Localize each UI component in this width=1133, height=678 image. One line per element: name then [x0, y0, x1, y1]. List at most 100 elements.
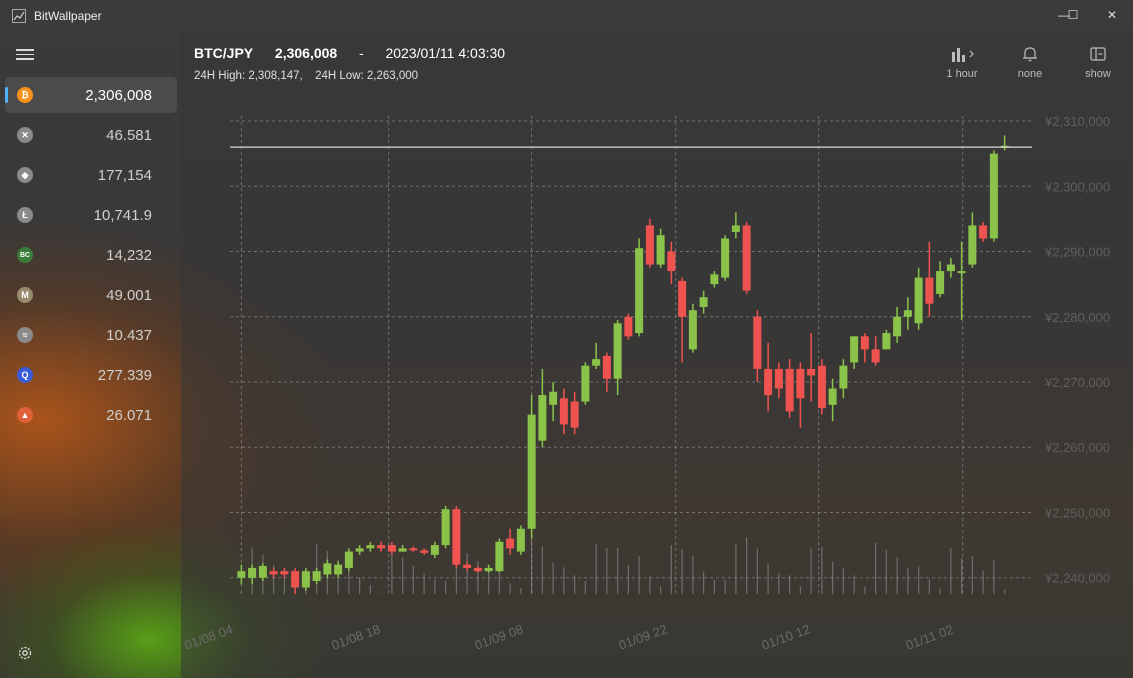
coin-price: 49.001 — [106, 287, 152, 304]
candle-body — [258, 565, 267, 578]
title-bar: BitWallpaper — ☐ ✕ — [0, 0, 1133, 32]
coin-price: 14,232 — [106, 247, 152, 264]
ticker-header: BTC/JPY 2,306,008 - 2023/01/11 4:03:30 — [194, 45, 505, 61]
app-icon — [12, 9, 26, 23]
minimize-icon: — — [1058, 8, 1070, 22]
minimize-button[interactable]: — — [1041, 0, 1087, 30]
candle-body — [764, 368, 773, 396]
y-tick-label: ¥2,300,000 — [1044, 179, 1110, 194]
depth-button[interactable]: show — [1068, 46, 1128, 80]
candle-body — [688, 310, 697, 350]
candle-body — [355, 548, 364, 552]
candle-body — [903, 310, 912, 317]
candle-body — [484, 567, 493, 572]
y-tick-label: ¥2,250,000 — [1044, 505, 1110, 520]
pair-name: BTC/JPY — [194, 45, 254, 61]
ethereum-icon: ◆ — [17, 167, 33, 183]
coin-item[interactable]: BC 14,232 — [5, 237, 177, 273]
maximize-button[interactable]: ☐ — [1050, 0, 1096, 30]
candle-body — [828, 388, 837, 405]
candle-body — [936, 271, 945, 294]
monacoin-icon: M — [17, 287, 33, 303]
bat-icon: ▲ — [17, 407, 33, 423]
interval-button[interactable]: 1 hour — [932, 46, 992, 80]
candle-body — [850, 336, 859, 363]
maximize-icon: ☐ — [1067, 8, 1079, 22]
coin-item[interactable]: Q 277.339 — [5, 357, 177, 393]
litecoin-icon: Ł — [17, 207, 33, 223]
selection-indicator — [5, 87, 8, 103]
candle-body — [871, 349, 880, 363]
bar-chart-icon — [952, 48, 974, 62]
app-title: BitWallpaper — [34, 9, 102, 23]
coin-price: 10,741.9 — [93, 207, 152, 224]
coin-item[interactable]: ✕ 46.581 — [5, 117, 177, 153]
separator: - — [358, 45, 364, 61]
candle-body — [420, 550, 429, 553]
settings-gear-icon[interactable] — [16, 644, 34, 662]
candle-body — [817, 365, 826, 409]
high-value: 2,308,147, — [248, 70, 303, 82]
candle-body — [506, 538, 515, 549]
candle-body — [742, 225, 751, 291]
candle-body — [398, 548, 407, 552]
candle-body — [581, 365, 590, 402]
coin-item[interactable]: ₿ 2,306,008 — [5, 77, 177, 113]
coin-item[interactable]: ≈10.437 — [5, 317, 177, 353]
candle-body — [602, 355, 611, 379]
x-tick-label: 01/11 02 — [904, 622, 956, 653]
depth-panel-icon — [1090, 47, 1106, 61]
candle-body — [495, 541, 504, 572]
alert-button[interactable]: none — [1000, 46, 1060, 80]
candle-body — [753, 316, 762, 369]
candle-body — [785, 368, 794, 412]
candle-body — [731, 225, 740, 232]
candle-body — [860, 336, 869, 350]
candle-body — [323, 563, 332, 575]
bitcoin-cash-icon: BC — [17, 247, 33, 263]
x-tick-label: 01/08 04 — [182, 621, 235, 652]
candle-body — [946, 264, 955, 272]
close-button[interactable]: ✕ — [1089, 0, 1133, 30]
candle-body — [570, 401, 579, 428]
candle-body — [774, 368, 783, 389]
candle-body — [968, 225, 977, 265]
x-tick-label: 01/08 18 — [330, 621, 383, 652]
candle-body — [699, 297, 708, 307]
y-tick-label: ¥2,270,000 — [1044, 375, 1110, 390]
candle-body — [248, 567, 257, 578]
candle-body — [473, 567, 482, 572]
stellar-icon: ≈ — [17, 327, 33, 343]
coin-item[interactable]: ▲ 26.071 — [5, 397, 177, 433]
coin-item[interactable]: M 49.001 — [5, 277, 177, 313]
y-tick-label: ¥2,260,000 — [1044, 440, 1110, 455]
candle-body — [656, 235, 665, 265]
alert-label: none — [1017, 68, 1043, 80]
candle-body — [957, 271, 966, 274]
candle-body — [796, 368, 805, 399]
candle-body — [678, 280, 687, 317]
candle-body — [452, 509, 461, 565]
x-tick-label: 01/10 12 — [760, 621, 813, 652]
coin-price: 26.071 — [106, 407, 152, 424]
candle-body — [269, 571, 278, 575]
candle-body — [624, 316, 633, 337]
y-tick-label: ¥2,290,000 — [1044, 245, 1110, 260]
candle-body — [527, 414, 536, 529]
bitcoin-icon: ₿ — [17, 87, 33, 103]
sidebar: ₿ 2,306,008 ✕ 46.581 ◆ 177,154 Ł 10,741.9 BC 14,2… — [0, 32, 180, 678]
coin-price: 10.437 — [106, 327, 152, 344]
candle-body — [882, 333, 891, 350]
menu-icon[interactable] — [16, 46, 34, 60]
coin-item[interactable]: Ł 10,741.9 — [5, 197, 177, 233]
current-price: 2,306,008 — [274, 45, 338, 61]
y-tick-label: ¥2,280,000 — [1044, 310, 1110, 325]
candle-body — [463, 564, 472, 568]
close-icon: ✕ — [1106, 8, 1118, 22]
coin-item[interactable]: ◆ 177,154 — [5, 157, 177, 193]
candle-body — [430, 545, 439, 555]
low-label: 24H Low: — [315, 70, 364, 82]
candle-body — [538, 395, 547, 441]
candle-body — [667, 251, 676, 272]
